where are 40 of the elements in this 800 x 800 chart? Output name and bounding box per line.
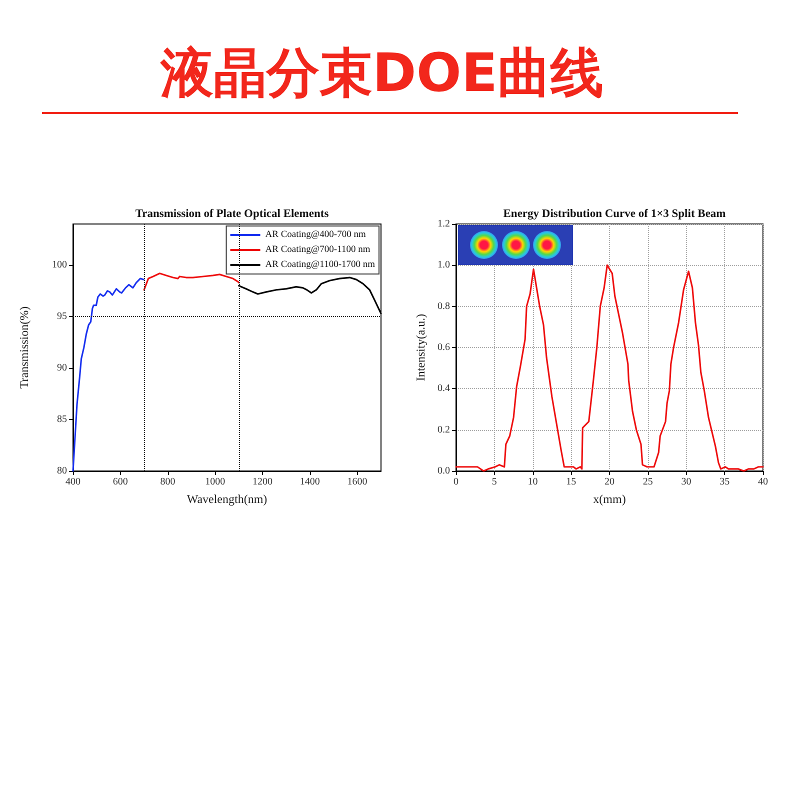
y-tick-label: 90: [57, 362, 67, 374]
x-tick-label: 10: [528, 476, 538, 488]
y-tick-label: 95: [57, 311, 67, 322]
x-tick-label: 15: [566, 476, 576, 488]
x-tick-label: 1000: [205, 476, 226, 488]
x-tick-label: 800: [160, 476, 176, 488]
x-tick-label: 25: [642, 476, 653, 488]
line-series: [72, 278, 144, 472]
y-tick-label: 85: [57, 414, 67, 426]
y-tick-label: 80: [57, 466, 67, 476]
text: 液晶分束DOE曲线: [159, 42, 605, 106]
y-tick-label: 0.6: [438, 342, 450, 353]
x-tick-label: 400: [66, 476, 80, 488]
y-tick-label: 0.2: [438, 424, 450, 436]
y-tick-label: 0.4: [438, 383, 450, 394]
x-tick-label: 35: [720, 476, 730, 488]
y-tick-label: 0.0: [438, 466, 450, 476]
x-tick-label: 5: [492, 476, 497, 488]
x-axis-title: Wavelength(nm): [186, 492, 268, 506]
legend-label: AR Coating@700-1100 nm: [265, 245, 371, 255]
legend-label: AR Coating@1100-1700 nm: [265, 260, 376, 270]
x-axis-title: x(mm): [593, 492, 626, 506]
chart-title: Transmission of Plate Optical Elements: [135, 208, 330, 220]
x-tick-label: 1400: [300, 476, 320, 488]
y-axis-title: Intensity(a.u.): [414, 314, 428, 382]
y-tick-label: 100: [52, 260, 67, 271]
x-tick-label: 1200: [252, 476, 273, 488]
line-series: [143, 272, 240, 291]
x-tick-label: 600: [112, 476, 128, 488]
x-tick-label: 0: [454, 476, 458, 488]
legend-label: AR Coating@400-700 nm: [265, 230, 366, 240]
y-axis-title: Transmission(%): [17, 306, 31, 389]
x-tick-label: 1600: [347, 476, 368, 488]
chart-title: Energy Distribution Curve of 1×3 Split Beam: [503, 208, 726, 220]
y-tick-label: 1.2: [438, 218, 450, 230]
x-tick-label: 40: [758, 476, 768, 488]
y-tick-label: 0.8: [438, 300, 450, 312]
x-tick-label: 30: [681, 476, 692, 488]
x-tick-label: 20: [604, 476, 614, 488]
y-tick-label: 1.0: [438, 260, 450, 271]
